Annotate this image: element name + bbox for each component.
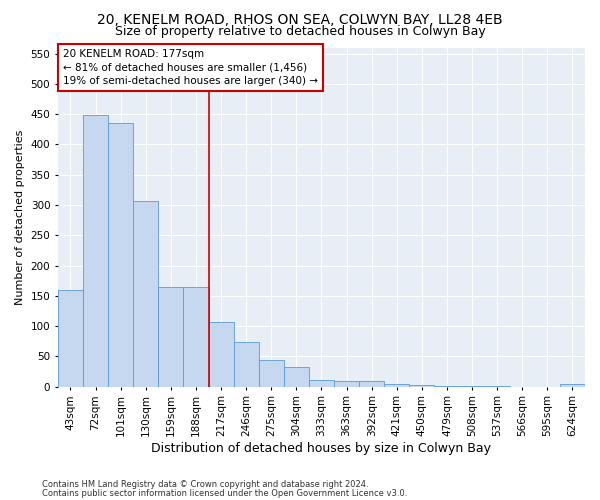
Bar	[384, 384, 409, 386]
Text: Contains public sector information licensed under the Open Government Licence v3: Contains public sector information licen…	[42, 488, 407, 498]
Bar	[83, 116, 108, 386]
Text: 20 KENELM ROAD: 177sqm
← 81% of detached houses are smaller (1,456)
19% of semi-: 20 KENELM ROAD: 177sqm ← 81% of detached…	[63, 49, 318, 86]
Bar	[359, 381, 384, 386]
Bar	[184, 286, 209, 386]
Bar	[309, 380, 334, 386]
Bar	[334, 380, 359, 386]
Bar	[158, 286, 184, 386]
Bar	[259, 360, 284, 386]
Bar	[209, 322, 233, 386]
Text: Size of property relative to detached houses in Colwyn Bay: Size of property relative to detached ho…	[115, 25, 485, 38]
Bar	[284, 368, 309, 386]
Bar	[133, 200, 158, 386]
Text: Contains HM Land Registry data © Crown copyright and database right 2024.: Contains HM Land Registry data © Crown c…	[42, 480, 368, 489]
X-axis label: Distribution of detached houses by size in Colwyn Bay: Distribution of detached houses by size …	[151, 442, 491, 455]
Bar	[58, 290, 83, 386]
Bar	[233, 342, 259, 386]
Text: 20, KENELM ROAD, RHOS ON SEA, COLWYN BAY, LL28 4EB: 20, KENELM ROAD, RHOS ON SEA, COLWYN BAY…	[97, 12, 503, 26]
Bar	[108, 123, 133, 386]
Y-axis label: Number of detached properties: Number of detached properties	[15, 130, 25, 305]
Bar	[560, 384, 585, 386]
